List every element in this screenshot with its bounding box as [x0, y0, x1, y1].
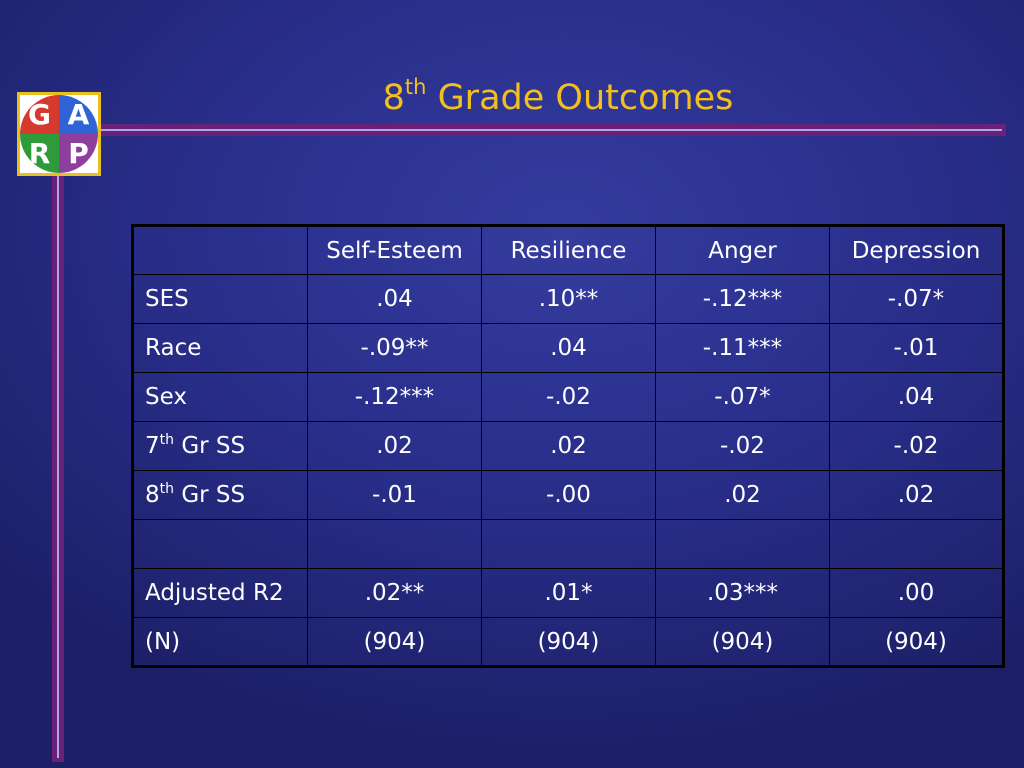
- table-cell: .02: [307, 421, 482, 471]
- table-cell: .02: [655, 470, 830, 520]
- table-cell: -.00: [481, 470, 656, 520]
- table-cell: .03***: [655, 568, 830, 618]
- table-cell: -.07*: [655, 372, 830, 422]
- slide-title-number: 8: [382, 78, 405, 118]
- header-cell-corner: [132, 225, 308, 275]
- table-cell: -.09**: [307, 323, 482, 373]
- row-label-text: Race: [145, 335, 202, 361]
- row-label-text: (N): [145, 628, 181, 655]
- table-cell: .04: [307, 274, 482, 324]
- row-label: Adjusted R2: [132, 568, 308, 618]
- row-label: [132, 519, 308, 569]
- table-row: 7th Gr SS .02.02 -.02 -.02: [132, 421, 1004, 471]
- table-row: Adjusted R2 .02** .01* .03*** .00: [132, 568, 1004, 618]
- table-cell: [829, 519, 1004, 569]
- slide-title-text: Grade Outcomes: [426, 78, 734, 118]
- outcomes-table: Self-Esteem Resilience Anger Depression …: [131, 224, 1005, 668]
- row-label-text: 7: [145, 433, 160, 459]
- table-cell: .02**: [307, 568, 482, 618]
- table-cell: .02: [481, 421, 656, 471]
- table-cell: -.12***: [655, 274, 830, 324]
- table-cell: .04: [829, 372, 1004, 422]
- row-label: 7th Gr SS: [132, 421, 308, 471]
- table-row: [132, 519, 1004, 569]
- table-cell: -.01: [307, 470, 482, 520]
- left-divider-line: [52, 176, 64, 762]
- table-row: 8th Gr SS -.01 -.00.02.02: [132, 470, 1004, 520]
- header-cell-anger: Anger: [655, 225, 830, 275]
- table-cell: [307, 519, 482, 569]
- slide-title-superscript: th: [404, 75, 427, 99]
- table-cell: -.12***: [307, 372, 482, 422]
- top-divider-line: [100, 124, 1006, 136]
- table-cell: .10**: [481, 274, 656, 324]
- table-cell: -.02: [655, 421, 830, 471]
- row-label-suffix: Gr SS: [174, 433, 246, 459]
- row-label-text: Sex: [145, 384, 187, 410]
- header-cell-resilience: Resilience: [481, 225, 656, 275]
- table-row: (N) (904) (904) (904) (904): [132, 617, 1004, 667]
- row-label-text: 8: [145, 482, 160, 508]
- table-cell: [481, 519, 656, 569]
- table-cell: .01*: [481, 568, 656, 618]
- logo-letter-g: G: [28, 98, 51, 131]
- table-cell: -.02: [829, 421, 1004, 471]
- header-cell-depression: Depression: [829, 225, 1004, 275]
- table-cell: -.11***: [655, 323, 830, 373]
- row-label-text: Adjusted R2: [145, 580, 284, 606]
- table-cell: .00: [829, 568, 1004, 618]
- row-label: Race: [132, 323, 308, 373]
- row-label-superscript: th: [159, 432, 175, 448]
- row-label-text: SES: [145, 286, 189, 312]
- table-row: SES .04.10** -.12*** -.07*: [132, 274, 1004, 324]
- table-cell: (904): [655, 617, 830, 667]
- table-cell: -.02: [481, 372, 656, 422]
- outcomes-table-body: Self-Esteem Resilience Anger Depression …: [132, 225, 1004, 667]
- garp-logo: G A R P: [17, 92, 101, 176]
- logo-letter-r: R: [28, 137, 51, 170]
- table-cell: (904): [829, 617, 1004, 667]
- table-row: Sex -.12*** -.02 -.07* .04: [132, 372, 1004, 422]
- logo-letter-a: A: [67, 98, 90, 131]
- logo-letter-p: P: [68, 137, 89, 170]
- slide-title: 8th Grade Outcomes: [200, 76, 916, 120]
- row-label: 8th Gr SS: [132, 470, 308, 520]
- table-cell: [655, 519, 830, 569]
- row-label: (N): [132, 617, 308, 667]
- table-header-row: Self-Esteem Resilience Anger Depression: [132, 225, 1004, 275]
- table-cell: -.01: [829, 323, 1004, 373]
- row-label: SES: [132, 274, 308, 324]
- table-cell: .02: [829, 470, 1004, 520]
- table-cell: -.07*: [829, 274, 1004, 324]
- row-label: Sex: [132, 372, 308, 422]
- table-cell: (904): [307, 617, 482, 667]
- table-row: Race -.09** .04 -.11*** -.01: [132, 323, 1004, 373]
- table-cell: .04: [481, 323, 656, 373]
- row-label-suffix: Gr SS: [174, 482, 246, 508]
- row-label-superscript: th: [159, 481, 175, 497]
- header-cell-self-esteem: Self-Esteem: [307, 225, 482, 275]
- table-cell: (904): [481, 617, 656, 667]
